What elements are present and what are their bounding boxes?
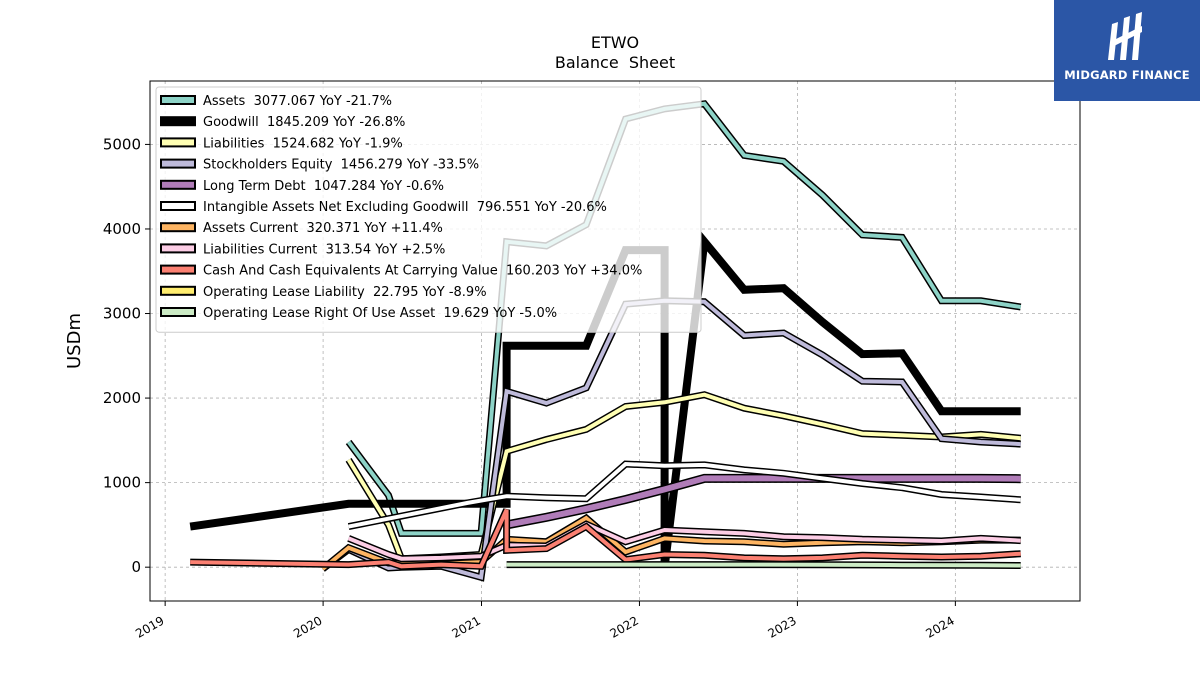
legend-swatch <box>160 137 196 148</box>
legend-swatch <box>160 307 196 317</box>
x-axis: 2019 2020 2021 2022 2023 2024 <box>133 601 957 641</box>
legend-swatch <box>160 285 196 296</box>
legend-swatch <box>160 243 196 254</box>
legend-label: Stockholders Equity 1456.279 YoY -33.5% <box>203 158 479 173</box>
y-tick-label: 0 <box>131 558 141 576</box>
legend-swatch <box>160 158 196 169</box>
plot-frame <box>149 80 1081 602</box>
logo-mark-icon <box>1108 12 1142 60</box>
legend-box <box>155 86 702 333</box>
legend-swatch <box>160 222 196 233</box>
legend-label: Liabilities Current 313.54 YoY +2.5% <box>203 242 445 257</box>
y-tick-label: 2000 <box>103 389 141 407</box>
legend-label: Operating Lease Right Of Use Asset 19.62… <box>203 306 557 321</box>
legend-label: Assets 3077.067 YoY -21.7% <box>203 94 392 109</box>
y-axis-label: USDm <box>64 313 85 369</box>
legend-swatch <box>160 201 196 211</box>
x-tick-label: 2021 <box>450 613 483 640</box>
series-path <box>348 461 1021 529</box>
series-line <box>347 520 1021 563</box>
x-tick-label: 2019 <box>133 613 166 640</box>
legend-swatch <box>160 264 196 275</box>
legend-label: Long Term Debt 1047.284 YoY -0.6% <box>203 179 444 194</box>
chart-title: ETWO <box>591 33 639 52</box>
legend-label: Assets Current 320.371 YoY +11.4% <box>203 221 443 236</box>
legend-label: Liabilities 1524.682 YoY -1.9% <box>203 136 403 151</box>
series-path <box>506 562 1021 568</box>
logo-text: MIDGARD FINANCE <box>1064 68 1190 82</box>
series-line <box>506 561 1021 569</box>
x-tick-label: 2023 <box>765 613 798 640</box>
legend-label: Operating Lease Liability 22.795 YoY -8.… <box>203 285 487 300</box>
series-path <box>190 508 1021 569</box>
y-tick-label: 1000 <box>103 474 141 492</box>
legend-label: Cash And Cash Equivalents At Carrying Va… <box>203 264 642 279</box>
midgard-finance-logo: MIDGARD FINANCE <box>1054 0 1200 101</box>
x-tick-label: 2020 <box>291 613 324 640</box>
y-tick-label: 3000 <box>103 305 141 323</box>
series-path <box>506 475 1021 528</box>
y-tick-label: 5000 <box>103 135 141 153</box>
series-line <box>505 473 1021 530</box>
legend-swatch <box>160 179 196 190</box>
series-line <box>190 508 1021 570</box>
series-path <box>347 521 1021 561</box>
legend-label: Goodwill 1845.209 YoY -26.8% <box>203 115 405 130</box>
series-line <box>347 460 1021 531</box>
legend-swatch <box>160 116 196 127</box>
x-tick-label: 2024 <box>923 613 956 640</box>
legend: Assets 3077.067 YoY -21.7% Goodwill 1845.… <box>155 86 702 333</box>
y-axis: 0 1000 2000 3000 4000 5000 <box>103 135 150 576</box>
x-tick-label: 2022 <box>607 613 640 640</box>
chart-subtitle: Balance Sheet <box>555 53 675 72</box>
legend-label: Intangible Assets Net Excluding Goodwill… <box>203 200 607 215</box>
y-tick-label: 4000 <box>103 220 141 238</box>
legend-swatch <box>160 95 196 105</box>
